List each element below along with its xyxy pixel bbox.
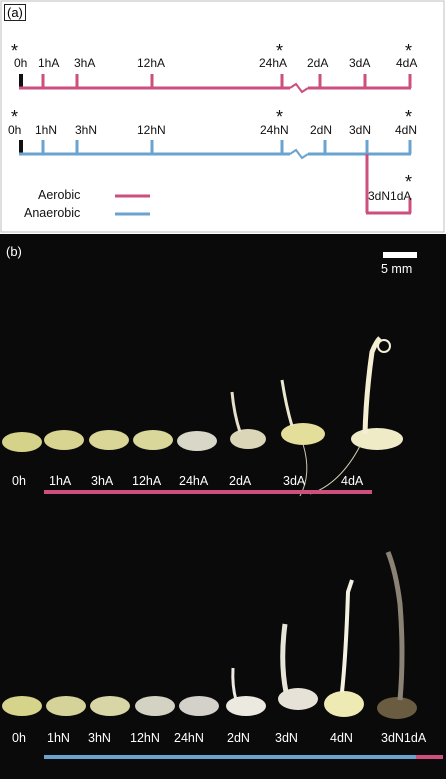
asterisk-aerobic-4dA: * [405, 41, 413, 61]
anaerobic-seed-row [2, 551, 417, 719]
shoot-anaerobic-3dN1dA [385, 551, 405, 701]
anaerobic-label-1hN: 1hN [35, 123, 58, 137]
anaerobic-label-4dN: 4dN [395, 123, 418, 137]
shoot-aerobic-4dA [362, 336, 382, 435]
leaf-loop-aerobic-4dA [377, 339, 391, 353]
aerobic-label-0h: 0h [14, 56, 28, 70]
shoot-aerobic-2dA [230, 391, 242, 433]
seed-aerobic-0h [2, 432, 42, 452]
photo-anaerobic-label-24hN: 24hN [174, 731, 204, 745]
seed-aerobic-1hA [44, 430, 84, 450]
timeline-svg [0, 0, 445, 233]
legend-aerobic-label: Aerobic [38, 188, 81, 202]
seed-anaerobic-3dN1dA [377, 697, 417, 719]
aerobic-seed-row [2, 336, 403, 497]
asterisk-anaerobic-0h: * [11, 107, 19, 127]
seed-anaerobic-24hN [179, 696, 219, 716]
photo-aerobic-label-0h: 0h [12, 474, 26, 488]
aerobic-start-marker [19, 74, 23, 88]
seed-anaerobic-12hN [135, 696, 175, 716]
root-aerobic-3dA [299, 443, 308, 497]
anaerobic-label-0h: 0h [8, 123, 22, 137]
seed-aerobic-2dA [230, 429, 266, 449]
shoot-anaerobic-4dN [340, 579, 354, 693]
seed-aerobic-4dA [351, 428, 403, 450]
panel-b-label: (b) [6, 244, 22, 259]
shoot-aerobic-3dA [280, 379, 294, 427]
photo-anaerobic-label-3hN: 3hN [88, 731, 111, 745]
photo-anaerobic-label-0h: 0h [12, 731, 26, 745]
photo-aerobic-label-2dA: 2dA [229, 474, 252, 488]
aerobic-axis-break [289, 82, 309, 94]
anaerobic-start-marker [19, 140, 23, 154]
panel-a-border [0, 0, 445, 233]
shoot-anaerobic-2dN [231, 667, 238, 701]
asterisk-aerobic-0h: * [11, 41, 19, 61]
anaerobic-label-12hN: 12hN [137, 123, 166, 137]
shoot-anaerobic-3dN [280, 623, 289, 693]
asterisk-anaerobic-24hN: * [276, 107, 284, 127]
seedlings-svg [2, 252, 443, 759]
scale-bar-label: 5 mm [381, 262, 413, 276]
aerobic-label-4dA: 4dA [396, 56, 418, 70]
seed-anaerobic-4dN [324, 691, 364, 717]
photo-aerobic-label-24hA: 24hA [179, 474, 209, 488]
aerobic-label-24hA: 24hA [259, 56, 288, 70]
asterisk-transfer: * [405, 172, 413, 192]
seed-aerobic-3hA [89, 430, 129, 450]
seed-aerobic-3dA [281, 423, 325, 445]
photo-anaerobic-label-3dN: 3dN [275, 731, 298, 745]
seed-anaerobic-3hN [90, 696, 130, 716]
aerobic-label-2dA: 2dA [307, 56, 329, 70]
photo-anaerobic-label-3dN1dA: 3dN1dA [381, 731, 427, 745]
seed-anaerobic-3dN [278, 688, 318, 710]
seed-anaerobic-2dN [226, 696, 266, 716]
anaerobic-timeline [19, 140, 412, 215]
photo-anaerobic-label-2dN: 2dN [227, 731, 250, 745]
panel-a-label: (a) [4, 4, 26, 21]
seed-aerobic-24hA [177, 431, 217, 451]
aerobic-label-3dA: 3dA [349, 56, 371, 70]
asterisk-aerobic-24hA: * [276, 41, 284, 61]
scale-bar [383, 252, 417, 258]
anaerobic-label-3hN: 3hN [75, 123, 98, 137]
photo-aerobic-label-3dA: 3dA [283, 474, 306, 488]
aerobic-timeline [19, 74, 412, 94]
seed-anaerobic-1hN [46, 696, 86, 716]
aerobic-label-1hA: 1hA [38, 56, 60, 70]
panel-a-timeline-diagram: (a) * * * * * * * 0h 1hA 3hA 12hA 24hA 2… [0, 0, 446, 234]
photo-aerobic-label-3hA: 3hA [91, 474, 114, 488]
transfer-label: 3dN1dA [368, 189, 412, 203]
seed-anaerobic-0h [2, 696, 42, 716]
anaerobic-label-3dN: 3dN [349, 123, 372, 137]
seed-aerobic-12hA [133, 430, 173, 450]
photo-aerobic-label-4dA: 4dA [341, 474, 364, 488]
legend-anaerobic-label: Anaerobic [24, 206, 81, 220]
photo-anaerobic-label-12hN: 12hN [130, 731, 160, 745]
aerobic-label-3hA: 3hA [74, 56, 96, 70]
photo-anaerobic-label-1hN: 1hN [47, 731, 70, 745]
aerobic-label-12hA: 12hA [137, 56, 166, 70]
photo-aerobic-label-1hA: 1hA [49, 474, 72, 488]
asterisk-anaerobic-4dN: * [405, 107, 413, 127]
anaerobic-axis-break [289, 148, 309, 160]
photo-anaerobic-label-4dN: 4dN [330, 731, 353, 745]
photo-aerobic-label-12hA: 12hA [132, 474, 162, 488]
anaerobic-label-2dN: 2dN [310, 123, 333, 137]
panel-b-seedling-photo: (b) [0, 234, 446, 779]
anaerobic-label-24hN: 24hN [260, 123, 289, 137]
